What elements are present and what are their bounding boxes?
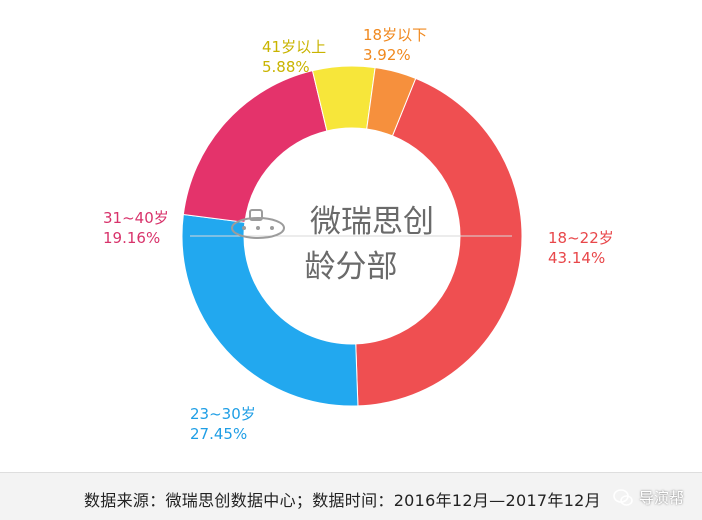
slice-value-label: 5.88% <box>262 58 310 76</box>
label-23-30: 23~30岁 27.45% <box>190 405 256 443</box>
slice-value-label: 3.92% <box>363 46 411 64</box>
slice-under-18 <box>366 67 417 137</box>
data-source-text: 数据来源：微瑞思创数据中心；数据时间：2016年12月—2017年12月 <box>84 491 601 510</box>
slice-value-label: 43.14% <box>548 249 605 267</box>
slice-category-label: 41岁以上 <box>262 38 326 56</box>
slice-31-40 <box>182 70 328 223</box>
footer-bar: 数据来源：微瑞思创数据中心；数据时间：2016年12月—2017年12月 导演帮 <box>0 472 702 520</box>
label-41-plus: 41岁以上 5.88% <box>262 38 326 76</box>
wechat-account-name: 导演帮 <box>638 489 684 507</box>
label-31-40: 31~40岁 19.16% <box>103 209 169 247</box>
label-18-22: 18~22岁 43.14% <box>548 229 614 267</box>
slice-23-30 <box>181 213 359 407</box>
slice-category-label: 18~22岁 <box>548 229 614 247</box>
label-under-18: 18岁以下 3.92% <box>363 26 427 64</box>
chart-title-line-2: 龄分部 <box>305 249 398 285</box>
slice-category-label: 23~30岁 <box>190 405 256 423</box>
slice-18-22 <box>355 77 523 407</box>
wechat-account-badge: 导演帮 <box>613 487 684 508</box>
wechat-icon <box>613 488 633 506</box>
watermark-submarine-icon <box>231 209 285 239</box>
slice-value-label: 27.45% <box>190 425 247 443</box>
slice-category-label: 18岁以下 <box>363 26 427 44</box>
donut-slices <box>181 65 523 407</box>
chart-title-line-1: 微瑞思创 <box>310 204 434 240</box>
slice-labels: 18~22岁 43.14% 23~30岁 27.45% 31~40岁 19.16% 41岁以… <box>103 26 614 443</box>
donut-chart: 微瑞思创 龄分部 18~22岁43.14%23~30岁27.45%31~40岁1… <box>103 26 614 443</box>
slice-category-label: 31~40岁 <box>103 209 169 227</box>
slice-value-label: 19.16% <box>103 229 160 247</box>
